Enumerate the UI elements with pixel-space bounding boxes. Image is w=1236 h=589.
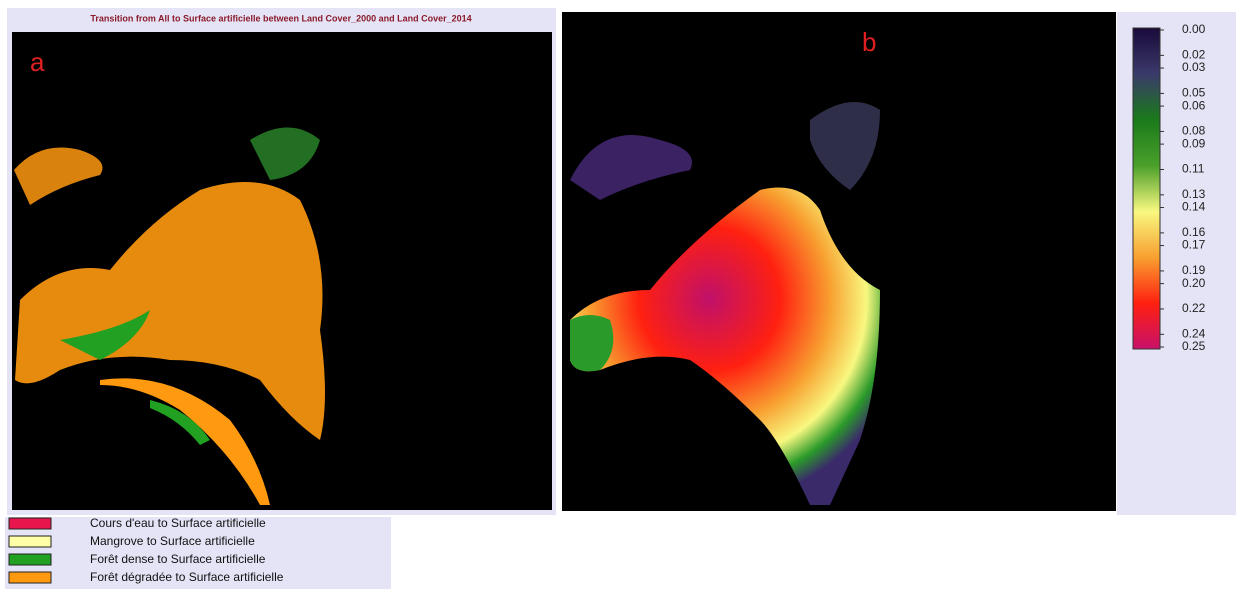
panel-label: a <box>30 47 45 77</box>
colorbar-tick-label: 0.11 <box>1182 162 1205 176</box>
page: Transition from All to Surface artificie… <box>0 0 1236 589</box>
colorbar-tick-label: 0.00 <box>1182 22 1206 36</box>
legend-label: Mangrove to Surface artificielle <box>90 534 255 548</box>
legend-swatch <box>9 554 51 565</box>
map-title: Transition from All to Surface artificie… <box>90 13 471 23</box>
colorbar-tick-label: 0.06 <box>1182 98 1206 112</box>
colorbar-tick-label: 0.03 <box>1182 60 1206 74</box>
legend-label: Forêt dégradée to Surface artificielle <box>90 570 284 584</box>
colorbar-tick-label: 0.22 <box>1182 301 1206 315</box>
colorbar-tick-label: 0.09 <box>1182 136 1206 150</box>
colorbar <box>1133 28 1160 349</box>
colorbar-tick-label: 0.20 <box>1182 276 1206 290</box>
colorbar-tick-label: 0.25 <box>1182 339 1206 353</box>
legend-swatch <box>9 572 51 583</box>
colorbar-tick-label: 0.14 <box>1182 200 1206 214</box>
figure: Transition from All to Surface artificie… <box>0 0 1236 589</box>
legend-swatch <box>9 518 51 529</box>
panel-label: b <box>862 27 876 57</box>
colorbar-tick-label: 0.17 <box>1182 238 1206 252</box>
legend-swatch <box>9 536 51 547</box>
legend-label: Cours d'eau to Surface artificielle <box>90 516 266 530</box>
legend-label: Forêt dense to Surface artificielle <box>90 552 266 566</box>
